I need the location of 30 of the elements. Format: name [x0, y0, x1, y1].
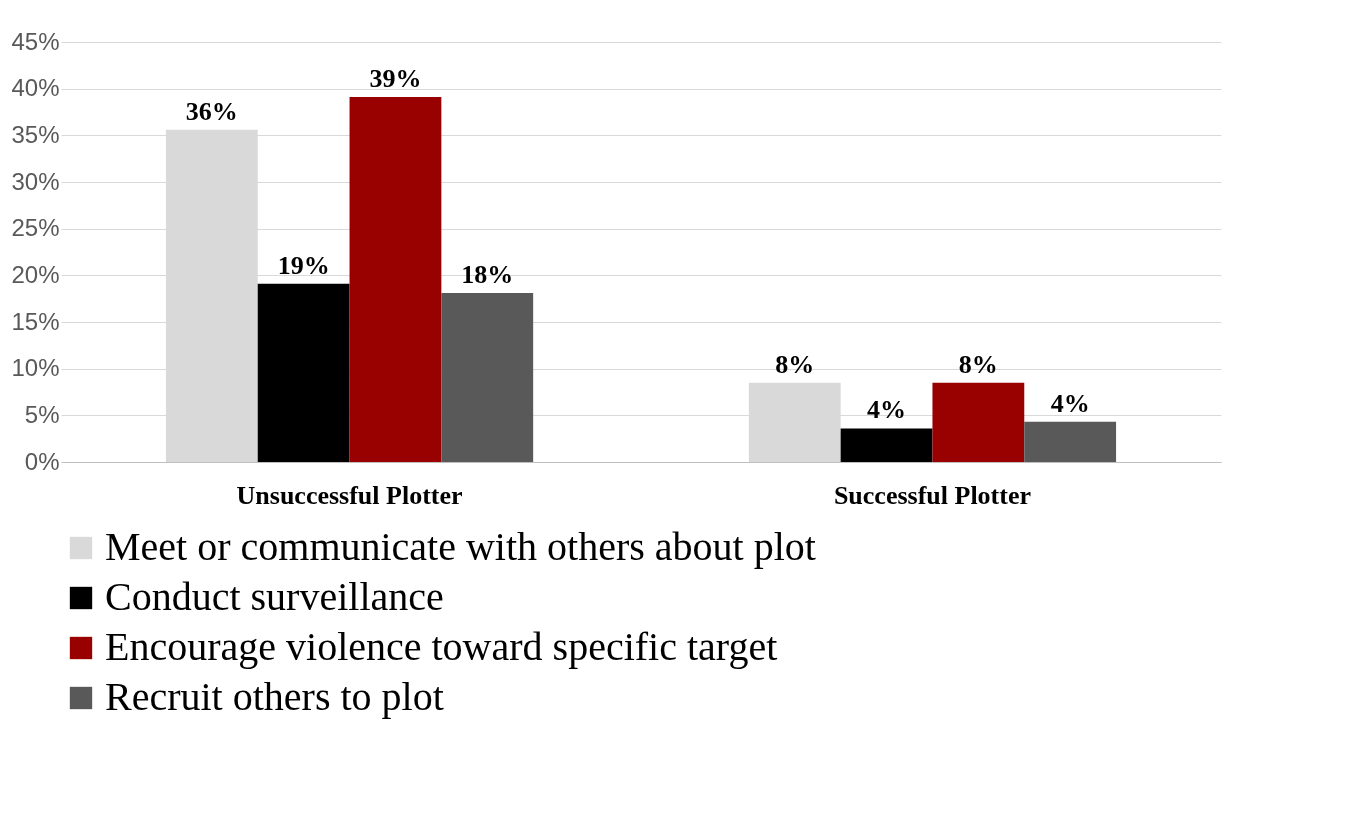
- y-tick-label: 40%: [11, 74, 60, 102]
- data-label: 8%: [958, 349, 998, 379]
- y-tick-label: 10%: [11, 354, 60, 382]
- bar: [932, 382, 1025, 462]
- x-tick-label: Successful Plotter: [833, 480, 1032, 510]
- data-label: 8%: [775, 349, 815, 379]
- data-label: 39%: [369, 64, 422, 94]
- legend-label: Encourage violence toward specific target: [105, 624, 778, 669]
- y-tick-label: 0%: [24, 447, 60, 475]
- y-tick-label: 15%: [11, 307, 60, 335]
- legend-label: Conduct surveillance: [105, 574, 444, 619]
- bar: [840, 428, 933, 462]
- data-label: 19%: [277, 250, 330, 280]
- data-label: 36%: [185, 96, 238, 126]
- y-tick-label: 20%: [11, 260, 60, 288]
- legend-label: Recruit others to plot: [105, 674, 444, 719]
- bar: [1024, 421, 1117, 462]
- data-label: 4%: [867, 395, 907, 425]
- y-tick-label: 45%: [11, 27, 60, 55]
- bar: [441, 293, 534, 462]
- bar: [257, 283, 350, 462]
- data-label: 18%: [461, 260, 514, 290]
- y-tick-label: 25%: [11, 214, 60, 242]
- data-label: 4%: [1050, 388, 1090, 418]
- x-tick-label: Unsuccessful Plotter: [236, 480, 463, 510]
- legend-label: Meet or communicate with others about plot: [105, 524, 816, 569]
- y-tick-label: 35%: [11, 120, 60, 148]
- y-tick-label: 30%: [11, 167, 60, 195]
- bar: [349, 97, 442, 462]
- y-tick-label: 5%: [24, 400, 60, 428]
